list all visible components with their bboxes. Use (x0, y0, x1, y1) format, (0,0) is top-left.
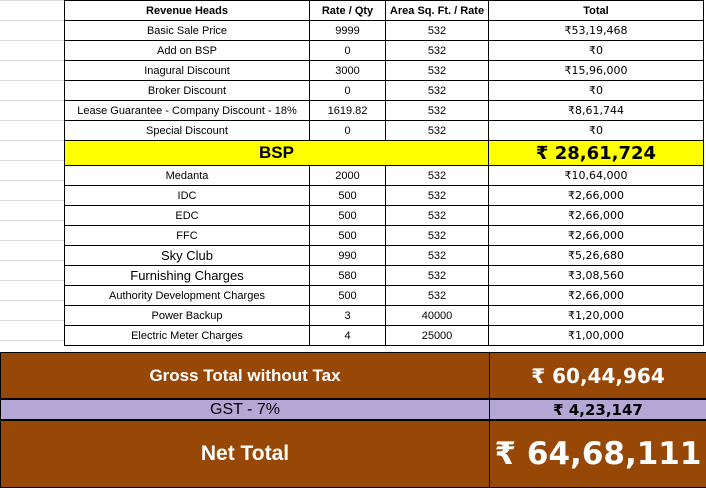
cell-head[interactable]: Sky Club (65, 246, 310, 266)
cell-area[interactable]: 532 (386, 246, 489, 266)
table-row: Electric Meter Charges 4 25000 ₹1,00,000 (65, 326, 704, 346)
header-area-rate[interactable]: Area Sq. Ft. / Rate (386, 1, 489, 21)
cell-rate[interactable]: 990 (310, 246, 386, 266)
cell-head[interactable]: Basic Sale Price (65, 21, 310, 41)
gst-value[interactable]: ₹ 4,23,147 (490, 400, 706, 420)
cell-area[interactable]: 532 (386, 101, 489, 121)
cell-rate[interactable]: 9999 (310, 21, 386, 41)
table-row: EDC 500 532 ₹2,66,000 (65, 206, 704, 226)
cell-head[interactable]: Authority Development Charges (65, 286, 310, 306)
table-row: Add on BSP 0 532 ₹0 (65, 41, 704, 61)
net-total-block: Net Total ₹ 64,68,111 (0, 420, 706, 488)
gross-total-value[interactable]: ₹ 60,44,964 (490, 353, 706, 399)
empty-grid-column (0, 0, 65, 352)
cell-head[interactable]: Add on BSP (65, 41, 310, 61)
table-row: Special Discount 0 532 ₹0 (65, 121, 704, 141)
cell-total[interactable]: ₹2,66,000 (489, 286, 704, 306)
cell-rate[interactable]: 500 (310, 206, 386, 226)
table-row: Medanta 2000 532 ₹10,64,000 (65, 166, 704, 186)
gross-total-label[interactable]: Gross Total without Tax (1, 353, 490, 399)
cell-total[interactable]: ₹2,66,000 (489, 226, 704, 246)
header-rate-qty[interactable]: Rate / Qty (310, 1, 386, 21)
cell-total[interactable]: ₹5,26,680 (489, 246, 704, 266)
cell-head[interactable]: Lease Guarantee - Company Discount - 18% (65, 101, 310, 121)
cell-rate[interactable]: 0 (310, 81, 386, 101)
cell-total[interactable]: ₹53,19,468 (489, 21, 704, 41)
net-total-label[interactable]: Net Total (1, 421, 490, 488)
table-row: Basic Sale Price 9999 532 ₹53,19,468 (65, 21, 704, 41)
cell-area[interactable]: 532 (386, 61, 489, 81)
cell-rate[interactable]: 0 (310, 41, 386, 61)
cell-rate[interactable]: 0 (310, 121, 386, 141)
cell-head[interactable]: Special Discount (65, 121, 310, 141)
table-row: Sky Club 990 532 ₹5,26,680 (65, 246, 704, 266)
bsp-row: BSP ₹ 28,61,724 (65, 141, 704, 166)
cell-area[interactable]: 532 (386, 206, 489, 226)
cell-head[interactable]: FFC (65, 226, 310, 246)
cell-area[interactable]: 532 (386, 121, 489, 141)
cell-total[interactable]: ₹2,66,000 (489, 186, 704, 206)
table-row: Authority Development Charges 500 532 ₹2… (65, 286, 704, 306)
cell-head[interactable]: Furnishing Charges (65, 266, 310, 286)
table-row: Power Backup 3 40000 ₹1,20,000 (65, 306, 704, 326)
cell-rate[interactable]: 500 (310, 186, 386, 206)
cell-head[interactable]: Electric Meter Charges (65, 326, 310, 346)
cell-head[interactable]: Broker Discount (65, 81, 310, 101)
cell-area[interactable]: 532 (386, 166, 489, 186)
header-total[interactable]: Total (489, 1, 704, 21)
cell-total[interactable]: ₹2,66,000 (489, 206, 704, 226)
cell-head[interactable]: Medanta (65, 166, 310, 186)
cell-area[interactable]: 532 (386, 186, 489, 206)
cell-rate[interactable]: 2000 (310, 166, 386, 186)
cell-total[interactable]: ₹3,08,560 (489, 266, 704, 286)
header-row: Revenue Heads Rate / Qty Area Sq. Ft. / … (65, 1, 704, 21)
net-total-value[interactable]: ₹ 64,68,111 (490, 421, 706, 488)
cell-total[interactable]: ₹1,00,000 (489, 326, 704, 346)
cell-total[interactable]: ₹0 (489, 121, 704, 141)
gst-block: GST - 7% ₹ 4,23,147 (0, 399, 706, 420)
cell-rate[interactable]: 580 (310, 266, 386, 286)
table-row: Furnishing Charges 580 532 ₹3,08,560 (65, 266, 704, 286)
cell-total[interactable]: ₹8,61,744 (489, 101, 704, 121)
gross-total-block: Gross Total without Tax ₹ 60,44,964 (0, 352, 706, 399)
bsp-value[interactable]: ₹ 28,61,724 (489, 141, 704, 166)
header-revenue-heads[interactable]: Revenue Heads (65, 1, 310, 21)
cell-total[interactable]: ₹10,64,000 (489, 166, 704, 186)
cell-rate[interactable]: 4 (310, 326, 386, 346)
table-row: IDC 500 532 ₹2,66,000 (65, 186, 704, 206)
table-row: Broker Discount 0 532 ₹0 (65, 81, 704, 101)
cell-rate[interactable]: 3000 (310, 61, 386, 81)
cell-head[interactable]: EDC (65, 206, 310, 226)
cell-total[interactable]: ₹0 (489, 81, 704, 101)
cell-total[interactable]: ₹0 (489, 41, 704, 61)
cell-rate[interactable]: 500 (310, 286, 386, 306)
cell-rate[interactable]: 3 (310, 306, 386, 326)
cell-area[interactable]: 532 (386, 226, 489, 246)
cell-rate[interactable]: 1619.82 (310, 101, 386, 121)
table-row: Lease Guarantee - Company Discount - 18%… (65, 101, 704, 121)
cell-area[interactable]: 25000 (386, 326, 489, 346)
table-row: FFC 500 532 ₹2,66,000 (65, 226, 704, 246)
cell-area[interactable]: 532 (386, 41, 489, 61)
cell-area[interactable]: 532 (386, 21, 489, 41)
cell-total[interactable]: ₹15,96,000 (489, 61, 704, 81)
cell-head[interactable]: Inagural Discount (65, 61, 310, 81)
revenue-table: Revenue Heads Rate / Qty Area Sq. Ft. / … (64, 0, 704, 346)
cell-area[interactable]: 532 (386, 266, 489, 286)
cell-head[interactable]: IDC (65, 186, 310, 206)
cell-total[interactable]: ₹1,20,000 (489, 306, 704, 326)
bsp-label[interactable]: BSP (65, 141, 489, 166)
cell-area[interactable]: 532 (386, 286, 489, 306)
cell-area[interactable]: 40000 (386, 306, 489, 326)
cell-area[interactable]: 532 (386, 81, 489, 101)
cell-rate[interactable]: 500 (310, 226, 386, 246)
table-row: Inagural Discount 3000 532 ₹15,96,000 (65, 61, 704, 81)
cell-head[interactable]: Power Backup (65, 306, 310, 326)
gst-label[interactable]: GST - 7% (1, 400, 490, 420)
